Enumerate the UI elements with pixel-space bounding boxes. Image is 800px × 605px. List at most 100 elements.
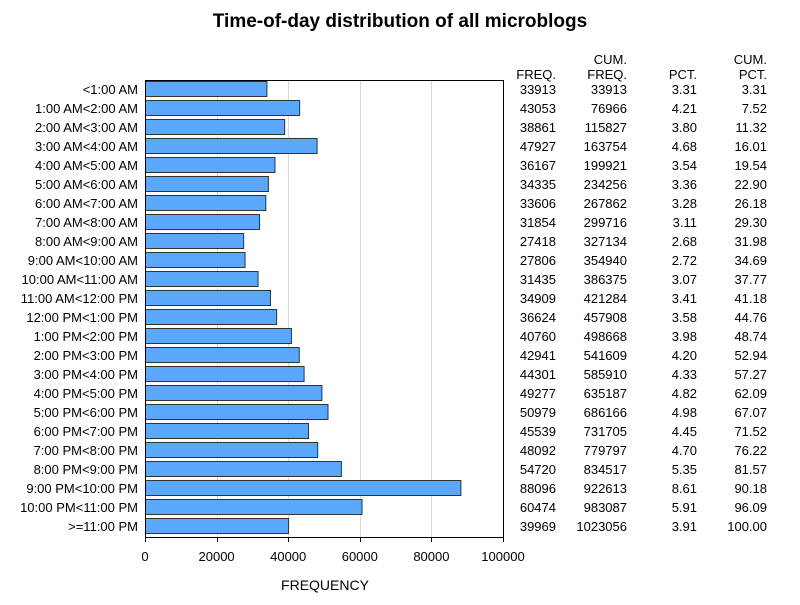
x-tick-label: 20000 [199, 549, 235, 564]
category-label: 2:00 AM<3:00 AM [35, 120, 138, 135]
table-cell: 731705 [584, 424, 627, 439]
table-cell: 327134 [584, 234, 627, 249]
table-cell: 67.07 [734, 405, 767, 420]
category-label: 1:00 AM<2:00 AM [35, 101, 138, 116]
table-cell: 76966 [591, 101, 627, 116]
category-label: 7:00 AM<8:00 AM [35, 215, 138, 230]
category-label: 8:00 AM<9:00 AM [35, 234, 138, 249]
table-cell: 3.28 [672, 196, 697, 211]
table-cell: 3.91 [672, 519, 697, 534]
table-header-line2: FREQ. [516, 67, 556, 82]
category-label: 10:00 AM<11:00 AM [22, 272, 138, 287]
table-cell: 983087 [584, 500, 627, 515]
table-cell: 4.98 [672, 405, 697, 420]
table-cell: 47927 [520, 139, 556, 154]
bar [145, 347, 300, 363]
table-header-line1: CUM. [734, 52, 767, 67]
table-header-line2: FREQ. [587, 67, 627, 82]
category-label: 7:00 PM<8:00 PM [34, 443, 138, 458]
bar [145, 366, 305, 382]
table-cell: 234256 [584, 177, 627, 192]
bar [145, 100, 301, 116]
table-cell: 33606 [520, 196, 556, 211]
table-cell: 3.31 [742, 82, 767, 97]
category-label: 12:00 PM<1:00 PM [26, 310, 138, 325]
category-label: 11:00 AM<12:00 PM [21, 291, 138, 306]
table-cell: 34335 [520, 177, 556, 192]
table-cell: 36167 [520, 158, 556, 173]
bar [145, 271, 259, 287]
table-cell: 3.41 [672, 291, 697, 306]
bar [145, 442, 319, 458]
category-label: 3:00 PM<4:00 PM [34, 367, 138, 382]
table-cell: 62.09 [734, 386, 767, 401]
table-cell: 50979 [520, 405, 556, 420]
table-cell: 8.61 [672, 481, 697, 496]
table-cell: 3.80 [672, 120, 697, 135]
table-cell: 354940 [584, 253, 627, 268]
table-cell: 22.90 [734, 177, 767, 192]
table-cell: 4.68 [672, 139, 697, 154]
table-cell: 40760 [520, 329, 556, 344]
table-cell: 54720 [520, 462, 556, 477]
table-cell: 7.52 [742, 101, 767, 116]
table-cell: 29.30 [734, 215, 767, 230]
table-cell: 163754 [584, 139, 627, 154]
table-cell: 3.11 [673, 215, 697, 230]
x-tick-label: 0 [141, 549, 148, 564]
chart-title: Time-of-day distribution of all microblo… [213, 11, 587, 32]
table-cell: 41.18 [734, 291, 767, 306]
table-cell: 3.36 [672, 177, 697, 192]
bar [145, 138, 318, 154]
category-label: 5:00 PM<6:00 PM [34, 405, 138, 420]
table-cell: 43053 [520, 101, 556, 116]
table-cell: 421284 [584, 291, 627, 306]
table-cell: 386375 [584, 272, 627, 287]
table-cell: 31435 [520, 272, 556, 287]
bar [145, 499, 363, 515]
table-cell: 5.91 [672, 500, 697, 515]
table-cell: 585910 [584, 367, 627, 382]
bar [145, 309, 278, 325]
bar [145, 290, 271, 306]
table-header-line1: CUM. [594, 52, 627, 67]
bar [145, 423, 310, 439]
bar [145, 480, 462, 496]
category-label: 4:00 PM<5:00 PM [34, 386, 138, 401]
table-cell: 44301 [520, 367, 556, 382]
x-tick-label: 80000 [413, 549, 449, 564]
table-cell: 541609 [584, 348, 627, 363]
category-label: 10:00 PM<11:00 PM [20, 500, 138, 515]
category-label: 6:00 AM<7:00 AM [35, 196, 138, 211]
table-cell: 19.54 [734, 158, 767, 173]
category-label: <1:00 AM [83, 82, 138, 97]
table-cell: 27418 [520, 234, 556, 249]
category-label: 2:00 PM<3:00 PM [34, 348, 138, 363]
table-cell: 38861 [520, 120, 556, 135]
table-cell: 498668 [584, 329, 627, 344]
table-cell: 4.45 [672, 424, 697, 439]
table-cell: 39969 [520, 519, 556, 534]
x-tick-label: 40000 [270, 549, 306, 564]
grid-lines [217, 80, 432, 537]
category-label: 9:00 PM<10:00 PM [26, 481, 138, 496]
table-cell: 71.52 [734, 424, 767, 439]
table-cell: 90.18 [734, 481, 767, 496]
table-cell: 115827 [585, 120, 627, 135]
table-cell: 45539 [520, 424, 556, 439]
category-label: 1:00 PM<2:00 PM [34, 329, 138, 344]
category-label: 5:00 AM<6:00 AM [35, 177, 138, 192]
bar [145, 214, 261, 230]
table-cell: 81.57 [734, 462, 767, 477]
table-cell: 31854 [520, 215, 556, 230]
table-cell: 44.76 [734, 310, 767, 325]
table-cell: 199921 [584, 158, 627, 173]
bar [145, 461, 342, 477]
table-cell: 96.09 [734, 500, 767, 515]
table-cell: 3.98 [672, 329, 697, 344]
table-cell: 88096 [520, 481, 556, 496]
table-cell: 26.18 [734, 196, 767, 211]
plot-frame [145, 80, 504, 538]
table-cell: 3.58 [672, 310, 697, 325]
table-cell: 60474 [520, 500, 556, 515]
